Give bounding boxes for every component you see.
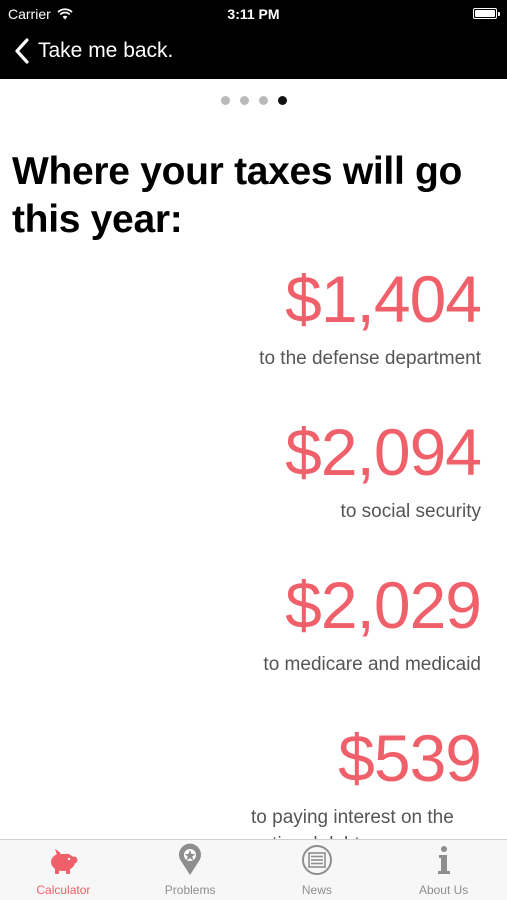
tab-news[interactable]: News xyxy=(254,840,381,900)
newspaper-icon xyxy=(301,845,332,875)
page-dot[interactable] xyxy=(277,96,287,105)
tax-amount: $2,094 xyxy=(285,415,482,489)
tab-label: News xyxy=(301,883,332,897)
tab-about-us[interactable]: About Us xyxy=(380,840,507,900)
top-bar: Carrier 3:11 PM Take me back. xyxy=(0,0,507,79)
tax-amount: $539 xyxy=(338,721,482,795)
carrier: Carrier xyxy=(8,6,73,22)
tax-amount: $2,029 xyxy=(285,568,482,642)
status-time: 3:11 PM xyxy=(227,6,280,22)
tax-description: to social security xyxy=(340,501,481,522)
battery-icon xyxy=(473,8,500,19)
tab-problems[interactable]: Problems xyxy=(127,840,254,900)
piggy-bank-icon xyxy=(51,849,78,874)
tax-breakdown-list: $1,404 to the defense department $2,094 … xyxy=(11,258,482,870)
back-button-label: Take me back. xyxy=(38,39,174,62)
page-dot[interactable] xyxy=(258,96,268,105)
page-dot[interactable] xyxy=(220,96,230,105)
tax-item-defense: $1,404 to the defense department xyxy=(11,258,482,411)
status-bar: Carrier 3:11 PM xyxy=(0,0,507,28)
tab-label: Calculator xyxy=(36,883,91,897)
wifi-icon xyxy=(57,8,73,20)
tax-amount: $1,404 xyxy=(285,262,482,336)
page-title: Where your taxes will go this year: xyxy=(12,150,463,241)
map-pin-icon xyxy=(179,843,202,875)
tab-bar: Calculator Problems News About Us xyxy=(0,839,507,900)
tab-label: Problems xyxy=(164,883,216,897)
tax-item-medicare: $2,029 to medicare and medicaid xyxy=(11,564,482,717)
tax-description: to medicare and medicaid xyxy=(263,654,481,675)
navigation-bar: Take me back. xyxy=(0,28,507,79)
page-dot[interactable] xyxy=(239,96,249,105)
page-indicator[interactable] xyxy=(0,96,507,105)
chevron-left-icon xyxy=(15,38,29,64)
tab-calculator[interactable]: Calculator xyxy=(0,840,127,900)
tax-item-social-security: $2,094 to social security xyxy=(11,411,482,564)
back-button[interactable]: Take me back. xyxy=(14,38,173,64)
tab-label: About Us xyxy=(418,883,469,897)
info-icon xyxy=(437,846,450,874)
tax-description: to the defense department xyxy=(259,348,481,369)
carrier-label: Carrier xyxy=(8,6,51,22)
